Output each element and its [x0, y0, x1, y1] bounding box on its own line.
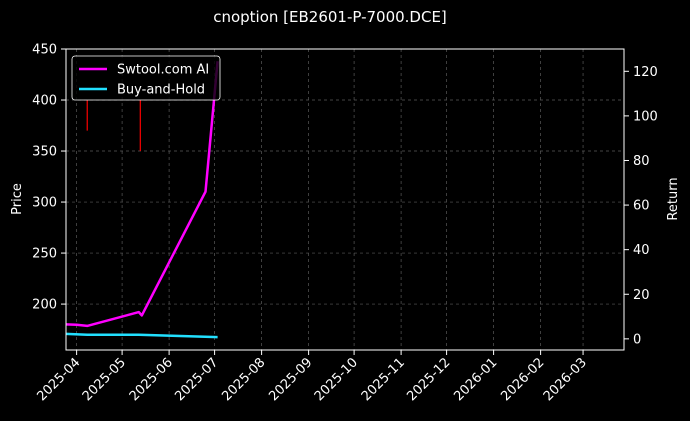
y-axis-title: Price	[10, 183, 25, 215]
legend-label: Swtool.com AI	[117, 63, 209, 78]
y-tick-label: 450	[32, 43, 57, 58]
y2-tick-label: 60	[633, 199, 650, 214]
y2-tick-label: 80	[633, 154, 650, 169]
y-tick-label: 200	[32, 298, 57, 313]
y2-tick-label: 20	[633, 288, 650, 303]
y2-tick-label: 120	[633, 65, 658, 80]
y-tick-label: 300	[32, 196, 57, 211]
y-tick-label: 250	[32, 247, 57, 262]
y-tick-label: 350	[32, 145, 57, 160]
chart-title: cnoption [EB2601-P-7000.DCE]	[213, 8, 447, 26]
legend: Swtool.com AI Buy-and-Hold	[71, 55, 221, 101]
y-tick-label: 400	[32, 94, 57, 109]
legend-box	[71, 55, 221, 101]
y2-tick-label: 0	[633, 332, 641, 347]
legend-label: Buy-and-Hold	[117, 83, 205, 98]
series-line-0	[65, 61, 219, 328]
series-line-1	[65, 332, 218, 339]
y2-tick-label: 40	[633, 243, 650, 258]
y2-tick-label: 100	[633, 109, 658, 124]
y2-axis-title: Return	[666, 177, 681, 220]
plot-frame	[65, 48, 625, 351]
series-layer	[65, 61, 219, 339]
